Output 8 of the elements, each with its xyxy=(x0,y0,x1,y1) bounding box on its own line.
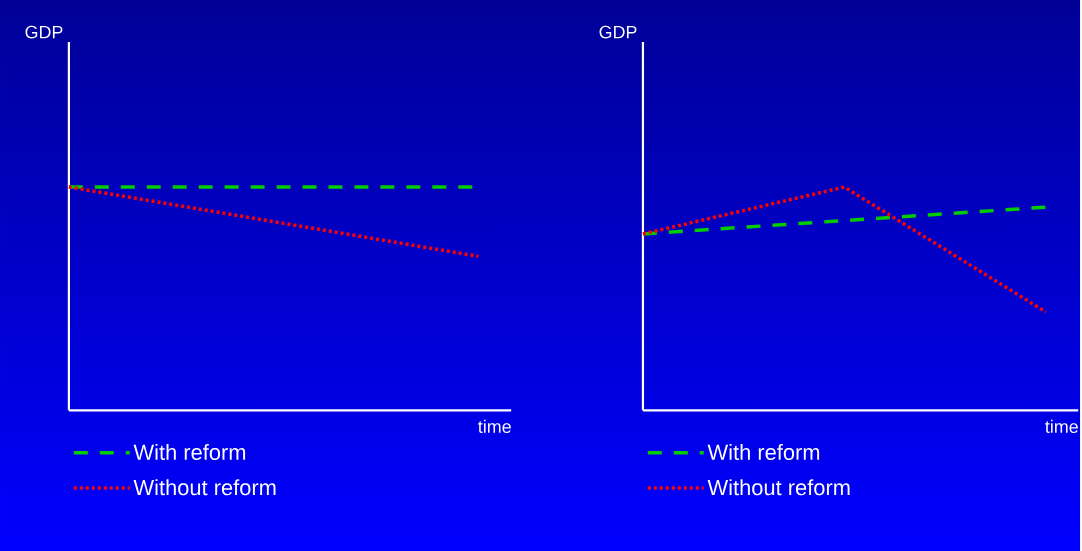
y-axis-title: GDP xyxy=(599,25,637,39)
legend-label: Without reform xyxy=(133,479,276,496)
legend-label: With reform xyxy=(133,443,246,460)
legend-label: With reform xyxy=(707,443,820,460)
y-axis-title: GDP xyxy=(25,25,63,39)
x-axis-title: time xyxy=(478,419,511,433)
x-axis-title: time xyxy=(1045,419,1078,433)
legend-label: Without reform xyxy=(707,479,850,496)
